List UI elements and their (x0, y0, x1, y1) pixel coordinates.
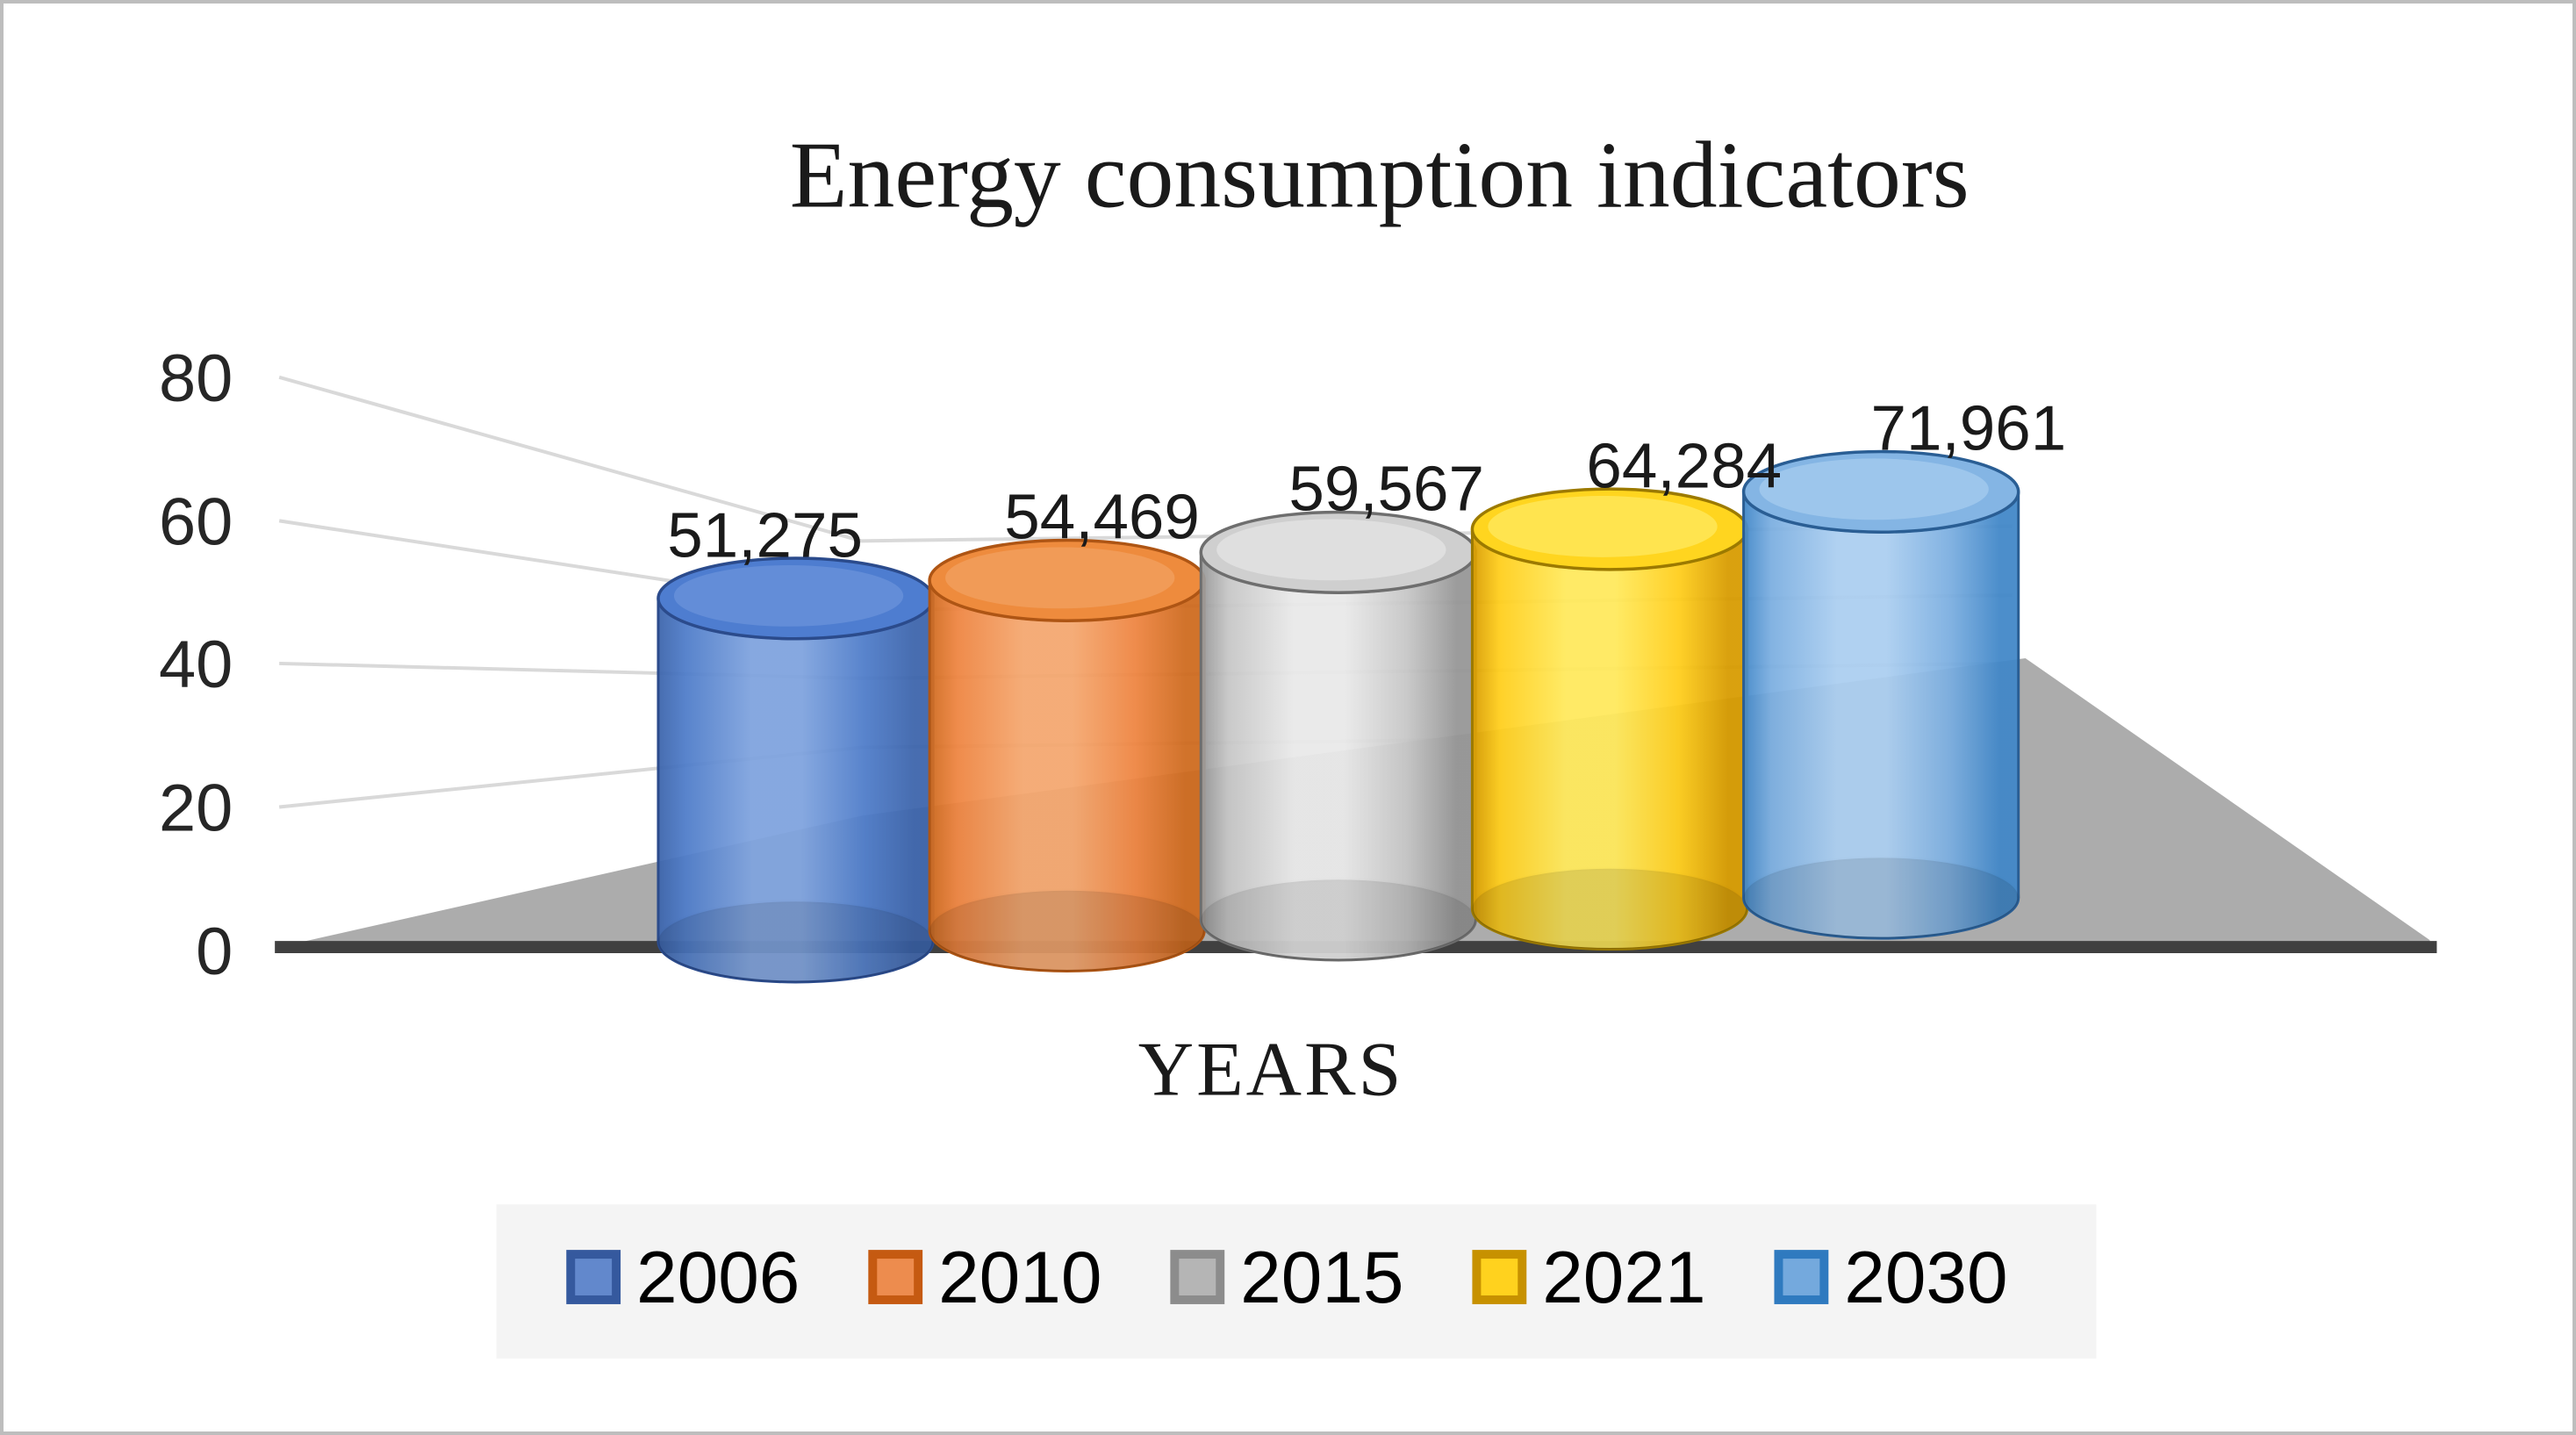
legend-swatch-2021 (1481, 1259, 1518, 1295)
cylinder-2021 (1470, 487, 1749, 951)
chart-canvas: 51,275 54,469 59,567 64,284 71,961 Energy co… (159, 123, 2437, 1359)
legend-item-2006: 2006 (566, 1236, 800, 1318)
cylinder-top-highlight (1759, 458, 1989, 520)
legend-item-2010: 2010 (868, 1236, 1101, 1318)
data-labels-layer: 51,275 54,469 59,567 64,284 71,961 (667, 393, 2066, 571)
cylinder-bottom-shade (929, 890, 1205, 972)
y-axis-tick-labels: 0 20 40 60 80 (159, 341, 233, 989)
cylinder-bottom-shade (657, 901, 934, 982)
legend-label-2030: 2030 (1844, 1236, 2007, 1318)
value-label-2006: 51,275 (667, 499, 863, 570)
cylinder-bottom-shade (1472, 868, 1747, 950)
cylinder-2015 (1199, 510, 1478, 962)
cylinder-2030 (1741, 449, 2020, 940)
y-tick-label-20: 20 (159, 771, 233, 845)
value-label-2010: 54,469 (1004, 481, 1200, 552)
legend-item-2015: 2015 (1170, 1236, 1404, 1318)
cylinder-top-highlight (673, 564, 904, 627)
chart-title: Energy consumption indicators (790, 123, 1970, 227)
cylinder-bottom-shade (1743, 857, 2019, 939)
cylinder-top-highlight (1488, 496, 1718, 557)
legend-label-2015: 2015 (1240, 1236, 1403, 1318)
legend-item-2030: 2030 (1774, 1236, 2008, 1318)
legend-swatch-2010 (877, 1259, 915, 1295)
x-axis-title: YEARS (1138, 1027, 1404, 1112)
y-tick-label-80: 80 (159, 341, 233, 416)
value-label-2030: 71,961 (1871, 393, 2067, 464)
legend: 2006 2010 2015 2021 2030 (496, 1204, 2097, 1359)
legend-label-2010: 2010 (938, 1236, 1101, 1318)
cylinder-top-highlight (945, 547, 1175, 609)
value-label-2015: 59,567 (1288, 453, 1484, 524)
legend-label-2021: 2021 (1542, 1236, 1705, 1318)
cylinder-2010 (928, 538, 1207, 972)
legend-swatch-2030 (1783, 1259, 1820, 1295)
value-label-2021: 64,284 (1586, 430, 1782, 501)
y-tick-label-60: 60 (159, 484, 233, 559)
y-tick-label-0: 0 (196, 915, 233, 989)
legend-item-2021: 2021 (1472, 1236, 1706, 1318)
cylinders-layer (656, 449, 2020, 984)
legend-swatch-2015 (1179, 1259, 1216, 1295)
cylinder-top-highlight (1216, 519, 1446, 581)
legend-label-2006: 2006 (636, 1236, 800, 1318)
cylinder-bottom-shade (1201, 879, 1476, 961)
cylinder-2006 (656, 556, 936, 984)
y-tick-label-40: 40 (159, 628, 233, 702)
legend-background (496, 1204, 2097, 1359)
legend-swatch-2006 (575, 1259, 613, 1295)
